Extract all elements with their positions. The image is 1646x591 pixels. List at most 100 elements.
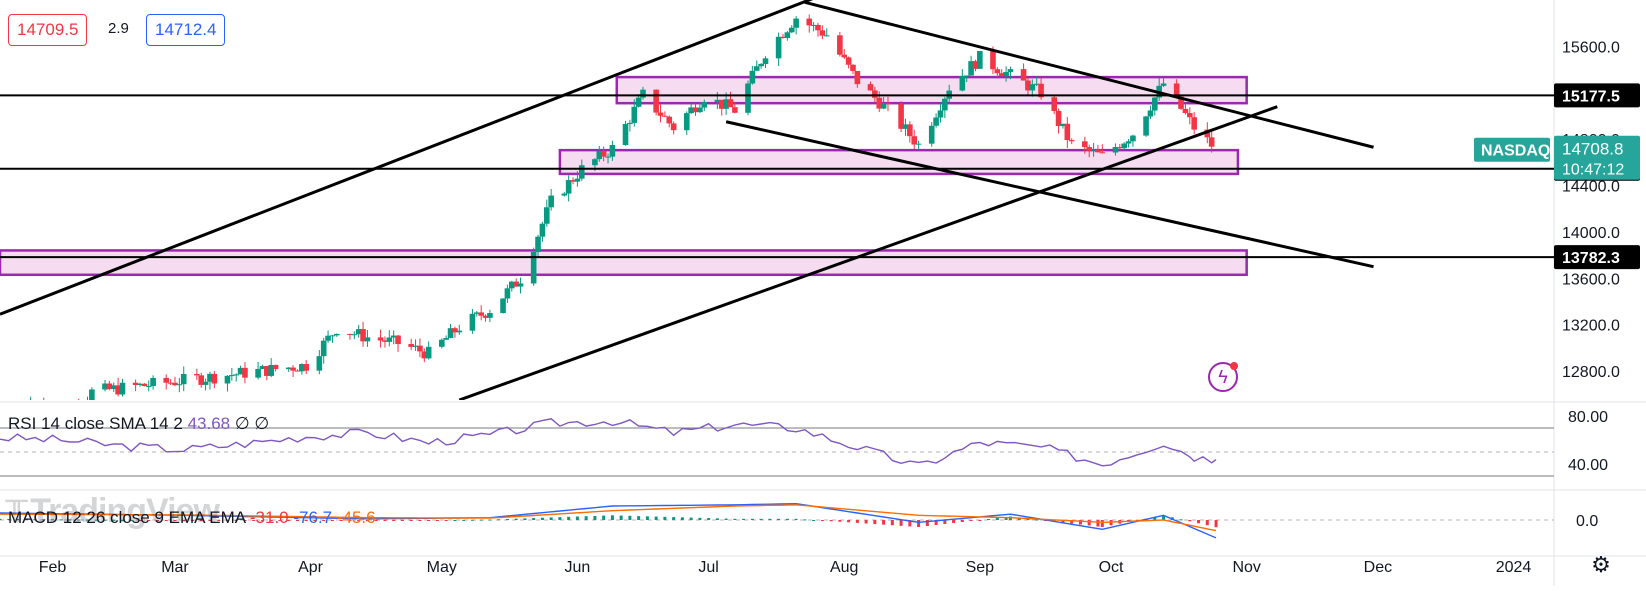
candle-body xyxy=(885,103,891,105)
macd-histogram-bar xyxy=(444,520,448,521)
candle xyxy=(535,234,541,258)
candle-body xyxy=(1082,141,1088,148)
candle xyxy=(233,373,240,382)
candle-body xyxy=(998,73,1005,77)
candle-body xyxy=(1178,96,1184,109)
candle xyxy=(688,103,694,114)
macd-histogram-bar xyxy=(514,518,518,520)
candle xyxy=(885,96,891,112)
macd-histogram-bar xyxy=(330,520,334,522)
gear-icon[interactable]: ⚙ xyxy=(1591,552,1611,577)
candle xyxy=(421,348,428,363)
flash-icon[interactable]: ϟ xyxy=(1208,362,1238,392)
trendline-0 xyxy=(0,0,814,316)
candle-body xyxy=(395,335,401,345)
candle xyxy=(627,119,633,132)
macd-histogram-bar xyxy=(890,520,894,526)
bid-price-box[interactable]: 14709.5 xyxy=(8,14,88,46)
candle-body xyxy=(115,385,121,395)
macd-histogram-bar xyxy=(812,520,816,521)
candle-body xyxy=(1007,69,1014,72)
candle xyxy=(640,86,646,100)
candle-body xyxy=(229,375,235,377)
macd-histogram-bar xyxy=(225,520,229,521)
macd-histogram-bar xyxy=(969,520,973,521)
candle xyxy=(697,102,703,113)
candle xyxy=(115,377,121,397)
candle xyxy=(320,337,327,364)
macd-histogram-bar xyxy=(934,520,938,525)
candle xyxy=(150,375,156,390)
candle-body xyxy=(548,195,554,208)
watermark-text: TradingView xyxy=(30,492,220,530)
candle xyxy=(565,175,572,202)
candle xyxy=(793,16,799,35)
candle xyxy=(1191,111,1197,135)
candle-body xyxy=(1130,135,1136,142)
candle-body xyxy=(574,178,581,182)
macd-histogram-bar xyxy=(602,515,606,520)
candle-body xyxy=(1055,110,1062,127)
candle-body xyxy=(425,346,432,359)
candle xyxy=(347,333,353,340)
macd-histogram-bar xyxy=(374,520,378,522)
candle xyxy=(1182,103,1189,115)
spread-value: 2.9 xyxy=(108,20,129,37)
tradingview-watermark: 𝕋 TradingView xyxy=(6,492,220,531)
candle xyxy=(837,31,843,57)
candle-body xyxy=(443,337,449,340)
macd-legend[interactable]: MACD 12 26 close 9 EMA EMA -31.0 -76.7 -… xyxy=(8,508,376,528)
candle-body xyxy=(1208,137,1215,147)
candle-body xyxy=(132,382,139,386)
x-tick-label: May xyxy=(427,559,457,576)
candle xyxy=(456,324,463,335)
macd-histogram-bar xyxy=(943,520,947,524)
macd-histogram-bar xyxy=(1078,520,1082,525)
candle xyxy=(478,305,484,321)
candle-body xyxy=(137,383,143,386)
candles xyxy=(30,14,1215,400)
macd-histogram-bar xyxy=(497,519,501,521)
x-tick-label: Mar xyxy=(161,559,189,576)
symbol-label: NASDAQ xyxy=(1481,143,1550,160)
candle-body xyxy=(259,366,266,369)
rsi-tick-label: 80.00 xyxy=(1568,409,1608,426)
candle-body xyxy=(688,107,694,114)
candle xyxy=(237,365,244,375)
candle-body xyxy=(653,89,659,113)
macd-histogram-bar xyxy=(523,518,527,520)
macd-histogram-bar xyxy=(147,520,151,521)
macd-histogram-bar xyxy=(1070,520,1074,524)
macd-histogram-bar xyxy=(33,519,37,521)
candle-body xyxy=(325,335,331,341)
candle-body xyxy=(412,345,419,347)
candle-body xyxy=(727,99,734,108)
candle-body xyxy=(762,58,769,64)
candle-body xyxy=(907,124,913,137)
macd-histogram-bar xyxy=(260,520,264,521)
candle xyxy=(1143,115,1149,137)
macd-histogram-bar xyxy=(619,515,623,520)
price-tick-label: 14000.0 xyxy=(1562,225,1620,242)
candle xyxy=(775,32,782,66)
candle-body xyxy=(640,89,646,98)
rsi-legend[interactable]: RSI 14 close SMA 14 2 43.68 ∅ ∅ xyxy=(8,414,269,434)
ask-price-box[interactable]: 14712.4 xyxy=(146,14,226,46)
macd-histogram-bar xyxy=(488,519,492,521)
candle xyxy=(141,383,148,387)
candle xyxy=(561,191,568,197)
candle-body xyxy=(382,340,388,342)
zone-1 xyxy=(558,148,1240,176)
level-label-2: 13782.3 xyxy=(1562,250,1620,267)
candle-body xyxy=(264,366,270,376)
x-tick-label: 2024 xyxy=(1496,559,1532,576)
candle-body xyxy=(508,281,515,289)
macd-histogram-bar xyxy=(952,520,956,523)
candle-body xyxy=(1125,141,1132,144)
candle-body xyxy=(447,328,454,338)
candle-body xyxy=(539,223,546,237)
candle xyxy=(425,341,432,360)
candle-body xyxy=(351,334,358,336)
